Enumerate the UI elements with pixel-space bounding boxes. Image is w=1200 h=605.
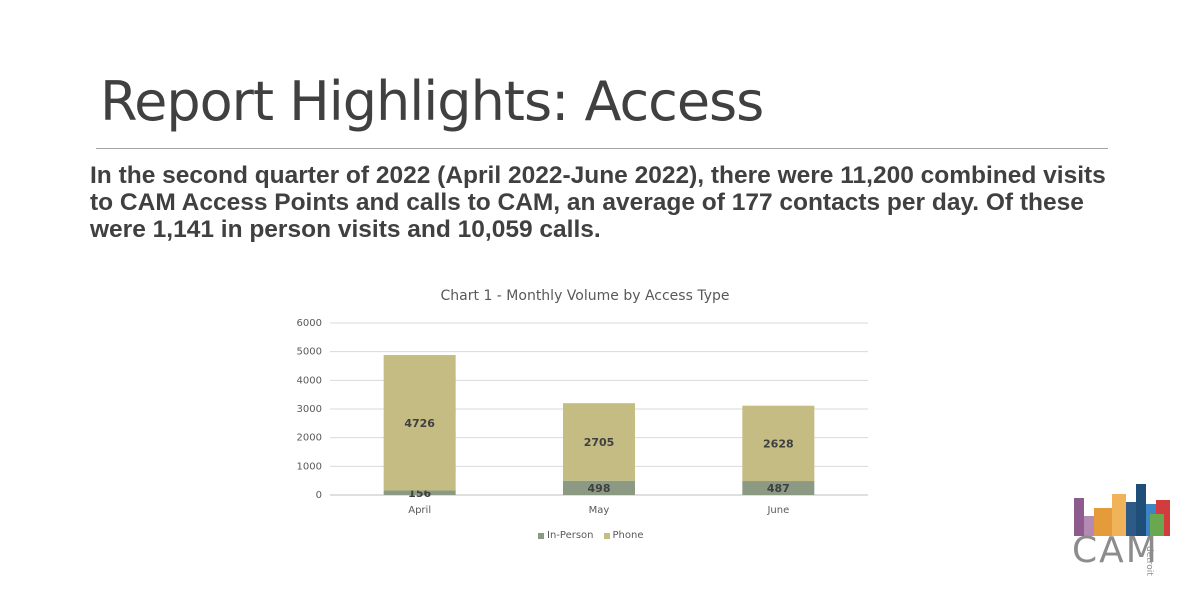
legend-label-phone: Phone xyxy=(612,530,644,541)
bar-phone xyxy=(563,403,635,481)
bar-phone xyxy=(383,355,456,491)
data-label-phone: 4726 xyxy=(404,417,435,430)
data-label-in-person: 498 xyxy=(588,482,611,495)
bar-in-person xyxy=(563,480,635,495)
legend-label-in-person: In-Person xyxy=(547,530,594,541)
cam-logo xyxy=(1074,484,1170,536)
data-label-phone: 2705 xyxy=(584,436,615,449)
y-tick-label: 6000 xyxy=(297,318,322,329)
chart-legend: In-Person Phone xyxy=(538,530,643,541)
slide-title: Report Highlights: Access xyxy=(100,70,764,133)
y-tick-label: 2000 xyxy=(297,433,322,444)
x-tick-label: June xyxy=(766,505,789,516)
chart-title: Chart 1 - Monthly Volume by Access Type xyxy=(440,288,730,304)
y-tick-label: 3000 xyxy=(297,404,322,415)
y-tick-label: 1000 xyxy=(297,461,322,472)
logo-subtext: detroit xyxy=(1144,546,1154,576)
legend-swatch-phone xyxy=(603,532,610,539)
data-label-phone: 2628 xyxy=(763,437,794,450)
logo-text: CAM xyxy=(1072,530,1159,571)
data-label-in-person: 487 xyxy=(767,482,790,495)
bar-in-person xyxy=(742,481,815,495)
bar-phone xyxy=(742,405,815,482)
bar-in-person xyxy=(383,490,456,495)
legend-item-phone: Phone xyxy=(603,530,644,541)
x-tick-label: May xyxy=(589,505,610,516)
y-tick-label: 4000 xyxy=(297,375,322,386)
x-tick-label: April xyxy=(408,505,431,516)
legend-item-in-person: In-Person xyxy=(538,530,594,541)
title-divider xyxy=(96,148,1108,149)
y-tick-label: 5000 xyxy=(297,347,322,358)
summary-text: In the second quarter of 2022 (April 202… xyxy=(90,162,1106,243)
y-tick-label: 0 xyxy=(316,490,322,501)
legend-swatch-in-person xyxy=(538,532,544,539)
